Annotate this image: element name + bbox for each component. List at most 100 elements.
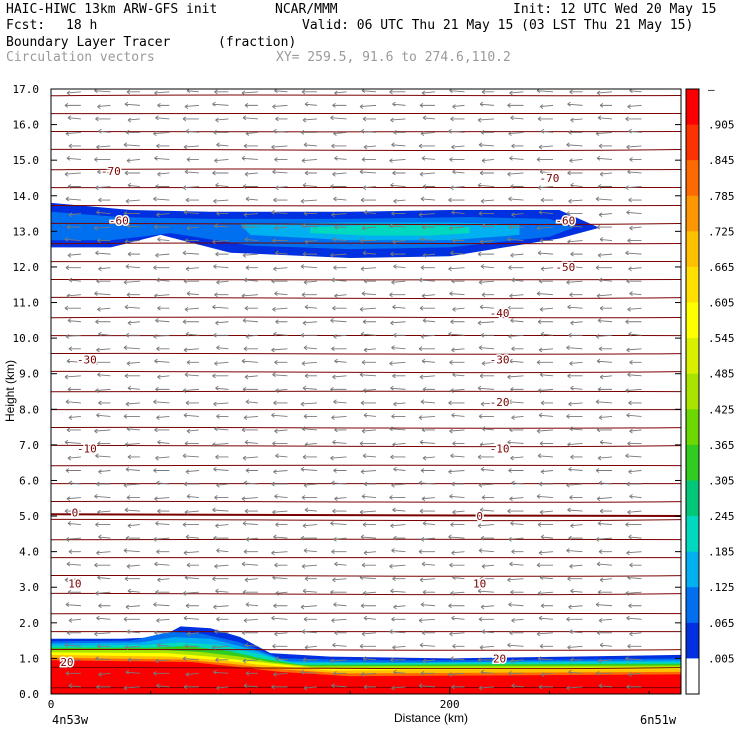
circulation-vector xyxy=(125,669,140,675)
circulation-vector xyxy=(212,170,229,176)
circulation-vector xyxy=(480,198,495,204)
vector-field-name: Circulation vectors xyxy=(6,50,155,65)
circulation-vector xyxy=(598,683,613,689)
circulation-vector xyxy=(65,131,81,136)
circulation-vector xyxy=(245,265,258,271)
circulation-vector xyxy=(363,615,377,621)
circulation-vector xyxy=(127,588,140,594)
circulation-vector xyxy=(243,346,258,352)
circulation-vector xyxy=(509,155,524,161)
circulation-vector xyxy=(301,292,317,298)
circulation-vector xyxy=(595,265,613,271)
circulation-vector xyxy=(330,252,347,258)
circulation-vector xyxy=(275,591,288,596)
circulation-vector xyxy=(244,171,258,177)
circulation-vector xyxy=(389,426,406,432)
contour-label: -70 xyxy=(101,165,121,178)
circulation-vector xyxy=(360,469,377,475)
circulation-vector xyxy=(125,332,140,338)
zero-isotherm xyxy=(51,513,681,518)
contour-label: 0 xyxy=(476,510,483,523)
circulation-vector xyxy=(450,319,465,325)
temperature-contour xyxy=(51,370,681,374)
circulation-vector xyxy=(360,128,377,134)
circulation-vector xyxy=(538,209,554,215)
circulation-vector xyxy=(597,184,613,189)
circulation-vector xyxy=(273,672,288,677)
circulation-vector xyxy=(392,442,406,448)
circulation-vector xyxy=(420,536,436,542)
circulation-vector xyxy=(389,563,406,569)
circulation-vector xyxy=(214,495,229,500)
circulation-vector xyxy=(509,293,524,299)
circulation-vector xyxy=(596,358,613,364)
circulation-vector xyxy=(245,536,258,542)
circulation-vector xyxy=(422,589,435,595)
circulation-vector xyxy=(127,385,140,391)
circulation-vector xyxy=(420,334,436,339)
circulation-vector xyxy=(448,603,465,609)
circulation-vector xyxy=(538,347,554,353)
circulation-vector xyxy=(537,185,554,191)
temperature-contour xyxy=(51,444,681,448)
circulation-vector xyxy=(418,143,435,149)
circulation-vector xyxy=(275,319,288,325)
circulation-vector xyxy=(300,466,317,472)
circulation-vector xyxy=(244,374,258,380)
circulation-vector xyxy=(94,359,111,365)
circulation-vector xyxy=(479,507,495,513)
circulation-vector xyxy=(243,143,258,149)
colorbar-segment xyxy=(686,160,699,197)
y-tick-label: 8.0 xyxy=(19,403,39,416)
circulation-vector xyxy=(629,157,642,162)
circulation-vector xyxy=(481,292,494,298)
contour-label: -30 xyxy=(490,353,510,366)
circulation-vector xyxy=(449,225,465,231)
circulation-vector xyxy=(155,252,170,258)
circulation-vector xyxy=(64,508,81,514)
circulation-vector xyxy=(478,142,495,148)
circulation-vector xyxy=(627,643,642,649)
temperature-contour xyxy=(51,242,681,245)
circulation-vector xyxy=(300,604,317,610)
circulation-vector xyxy=(214,89,229,95)
circulation-vector xyxy=(241,630,258,636)
circulation-vector xyxy=(185,469,199,475)
circulation-vector xyxy=(125,198,140,204)
circulation-vector xyxy=(157,577,170,583)
colorbar-label: .365 xyxy=(708,439,735,452)
circulation-vector xyxy=(274,291,288,296)
circulation-vector xyxy=(213,669,229,675)
circulation-vector xyxy=(66,427,81,433)
circulation-vector xyxy=(510,115,524,121)
circulation-vector xyxy=(539,104,554,109)
circulation-vector xyxy=(448,128,465,134)
circulation-vector xyxy=(628,534,642,540)
circulation-vector xyxy=(595,131,613,136)
circulation-vector xyxy=(303,414,317,419)
circulation-vector xyxy=(271,481,288,487)
circulation-vector xyxy=(212,304,229,310)
circulation-vector xyxy=(154,90,170,96)
circulation-vector xyxy=(568,401,583,407)
circulation-vector xyxy=(126,495,140,500)
circulation-vector xyxy=(361,225,377,231)
circulation-vector xyxy=(330,115,347,121)
circulation-vector xyxy=(477,251,494,257)
circulation-vector xyxy=(304,304,318,310)
circulation-vector xyxy=(477,454,494,460)
circulation-vector xyxy=(452,307,465,312)
circulation-vector xyxy=(599,439,613,445)
circulation-vector xyxy=(566,280,583,285)
circulation-vector xyxy=(273,534,288,540)
circulation-vector xyxy=(272,643,288,649)
circulation-vector xyxy=(333,670,347,676)
temperature-contour xyxy=(51,648,681,651)
circulation-vector xyxy=(538,684,554,690)
circulation-vector xyxy=(66,90,81,96)
plot-frame xyxy=(50,88,682,695)
circulation-vector xyxy=(153,265,170,271)
temperature-contour xyxy=(51,612,681,615)
circulation-vector xyxy=(156,480,170,486)
valid-time: Valid: 06 UTC Thu 21 May 15 (03 LST Thu … xyxy=(302,18,694,33)
